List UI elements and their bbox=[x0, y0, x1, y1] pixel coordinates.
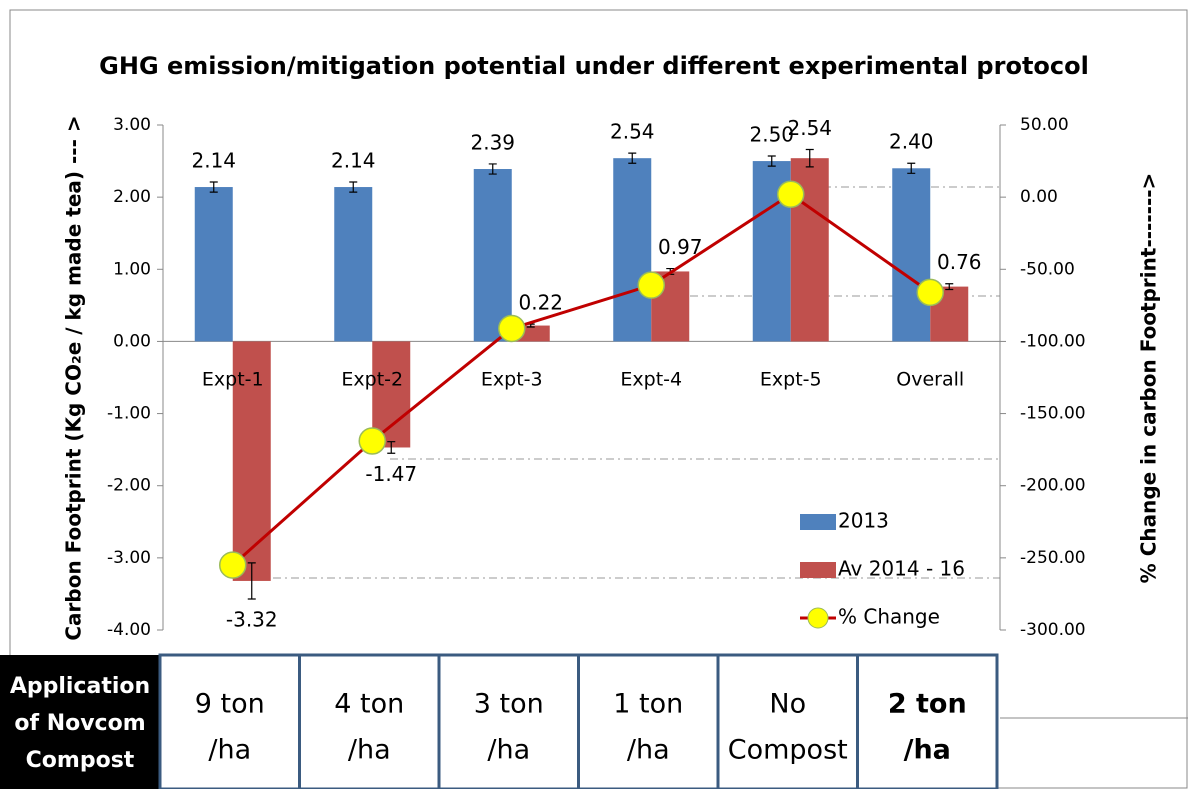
error-bar bbox=[767, 155, 776, 167]
data-label: -1.47 bbox=[365, 462, 417, 486]
legend-marker bbox=[807, 607, 829, 629]
y-tick-label: -2.00 bbox=[107, 476, 151, 496]
error-bar bbox=[349, 181, 358, 193]
y-tick-label: -4.00 bbox=[107, 620, 151, 640]
frame bbox=[9, 9, 1188, 789]
table-header: Compost bbox=[26, 748, 135, 773]
table-cell-text: 9 ton bbox=[195, 689, 265, 720]
legend-label: 2013 bbox=[838, 509, 889, 533]
table-cell-text: No bbox=[769, 689, 806, 720]
error-bar bbox=[945, 283, 954, 291]
error-bar bbox=[907, 162, 916, 174]
table-cell bbox=[856, 653, 999, 789]
table-cell bbox=[716, 653, 859, 789]
legend-label: Av 2014 - 16 bbox=[838, 557, 965, 581]
table-cell-text: /ha bbox=[904, 735, 951, 766]
marker bbox=[637, 271, 665, 299]
table-cell bbox=[437, 653, 580, 789]
table-cell-text: 1 ton bbox=[613, 689, 683, 720]
legend-swatch bbox=[800, 562, 836, 578]
bar bbox=[194, 187, 233, 342]
data-label: 2.39 bbox=[470, 130, 515, 154]
y-tick-label: 0.00 bbox=[113, 331, 151, 351]
table-cell-text: /ha bbox=[348, 735, 391, 766]
table-cell-text: /ha bbox=[487, 735, 530, 766]
x-tick-label: Expt-5 bbox=[760, 369, 822, 391]
line bbox=[231, 192, 932, 567]
x-tick-label: Expt-2 bbox=[341, 369, 403, 391]
x-tick-label: Expt-3 bbox=[481, 369, 543, 391]
marker bbox=[777, 180, 805, 209]
x-tick-label: Overall bbox=[896, 369, 964, 391]
y2-axis-title: % Change in carbon Footprint-------> bbox=[1137, 173, 1161, 584]
bar bbox=[334, 187, 373, 342]
data-label: 2.54 bbox=[610, 120, 655, 144]
bar bbox=[232, 341, 271, 581]
error-bar bbox=[247, 562, 256, 600]
table-cell-text: /ha bbox=[627, 735, 670, 766]
x-tick-label: Expt-1 bbox=[202, 369, 264, 391]
error-bar bbox=[209, 181, 218, 193]
marker bbox=[498, 314, 526, 343]
data-label: 0.76 bbox=[937, 250, 982, 274]
table-header-cell bbox=[0, 655, 160, 789]
error-bar bbox=[628, 152, 637, 164]
y2-tick-label: 0.00 bbox=[1020, 187, 1058, 207]
table-cell bbox=[577, 653, 720, 789]
x-tick-label: Expt-4 bbox=[620, 369, 682, 391]
y2-tick-label: 50.00 bbox=[1020, 115, 1069, 135]
table-cell bbox=[158, 653, 301, 789]
y-tick-label: -1.00 bbox=[107, 404, 151, 424]
y-tick-label: 2.00 bbox=[113, 187, 151, 207]
marker bbox=[916, 278, 944, 307]
bar bbox=[473, 169, 512, 342]
table-cell-text: 4 ton bbox=[334, 689, 404, 720]
table-header: Application bbox=[10, 674, 150, 699]
table-cell bbox=[298, 653, 441, 789]
y2-tick-label: -250.00 bbox=[1020, 548, 1086, 568]
marker bbox=[358, 427, 386, 455]
error-bar bbox=[488, 163, 497, 175]
y2-tick-label: -200.00 bbox=[1020, 476, 1086, 496]
y-tick-label: 3.00 bbox=[113, 115, 151, 135]
data-label: 2.40 bbox=[889, 130, 934, 154]
y-axis-title: Carbon Footprint (Kg CO₂e / kg made tea)… bbox=[62, 115, 86, 640]
data-label: 0.22 bbox=[518, 291, 563, 315]
marker bbox=[219, 551, 247, 579]
chart-title: GHG emission/mitigation potential under … bbox=[99, 52, 1089, 80]
error-bar bbox=[387, 441, 396, 454]
data-label: -3.32 bbox=[226, 607, 278, 631]
y2-tick-label: -150.00 bbox=[1020, 404, 1086, 424]
table-cell-text: 2 ton bbox=[888, 689, 967, 720]
legend-swatch bbox=[800, 514, 836, 530]
y2-tick-label: -300.00 bbox=[1020, 620, 1086, 640]
data-label: 2.54 bbox=[787, 116, 832, 140]
legend-label: % Change bbox=[838, 605, 940, 629]
table-cell-text: 3 ton bbox=[474, 689, 544, 720]
table-cell-text: Compost bbox=[728, 735, 848, 766]
table-cell-text: /ha bbox=[208, 735, 251, 766]
table-header: of Novcom bbox=[14, 711, 145, 736]
data-label: 2.14 bbox=[191, 148, 236, 172]
y2-tick-label: -100.00 bbox=[1020, 331, 1086, 351]
bar bbox=[892, 168, 931, 342]
y-tick-label: -3.00 bbox=[107, 548, 151, 568]
bar bbox=[613, 158, 652, 342]
data-label: 0.97 bbox=[658, 235, 703, 259]
data-label: 2.14 bbox=[331, 148, 376, 172]
y2-tick-label: -50.00 bbox=[1020, 259, 1075, 279]
data-label: 2.50 bbox=[749, 123, 794, 147]
error-bar bbox=[805, 148, 814, 168]
y-tick-label: 1.00 bbox=[113, 259, 151, 279]
